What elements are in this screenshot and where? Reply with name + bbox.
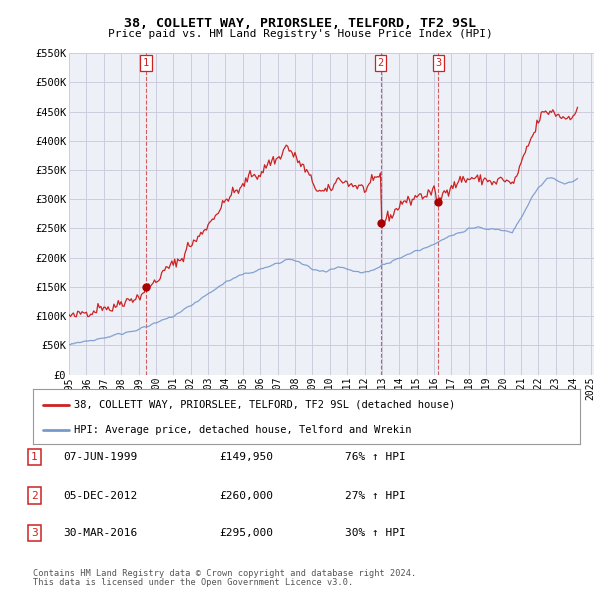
- Text: 2: 2: [31, 491, 38, 500]
- Text: 07-JUN-1999: 07-JUN-1999: [63, 453, 137, 462]
- Text: 3: 3: [435, 58, 442, 68]
- Text: £149,950: £149,950: [219, 453, 273, 462]
- Text: This data is licensed under the Open Government Licence v3.0.: This data is licensed under the Open Gov…: [33, 578, 353, 588]
- Text: £260,000: £260,000: [219, 491, 273, 500]
- Text: 30-MAR-2016: 30-MAR-2016: [63, 529, 137, 538]
- Text: 27% ↑ HPI: 27% ↑ HPI: [345, 491, 406, 500]
- Text: Price paid vs. HM Land Registry's House Price Index (HPI): Price paid vs. HM Land Registry's House …: [107, 29, 493, 39]
- Text: 3: 3: [31, 529, 38, 538]
- Text: 38, COLLETT WAY, PRIORSLEE, TELFORD, TF2 9SL: 38, COLLETT WAY, PRIORSLEE, TELFORD, TF2…: [124, 17, 476, 30]
- Text: 76% ↑ HPI: 76% ↑ HPI: [345, 453, 406, 462]
- Text: £295,000: £295,000: [219, 529, 273, 538]
- Text: 1: 1: [31, 453, 38, 462]
- Text: 38, COLLETT WAY, PRIORSLEE, TELFORD, TF2 9SL (detached house): 38, COLLETT WAY, PRIORSLEE, TELFORD, TF2…: [74, 399, 455, 409]
- Text: 2: 2: [377, 58, 383, 68]
- Text: 30% ↑ HPI: 30% ↑ HPI: [345, 529, 406, 538]
- Text: 1: 1: [143, 58, 149, 68]
- Text: Contains HM Land Registry data © Crown copyright and database right 2024.: Contains HM Land Registry data © Crown c…: [33, 569, 416, 578]
- Text: HPI: Average price, detached house, Telford and Wrekin: HPI: Average price, detached house, Telf…: [74, 425, 412, 435]
- Text: 05-DEC-2012: 05-DEC-2012: [63, 491, 137, 500]
